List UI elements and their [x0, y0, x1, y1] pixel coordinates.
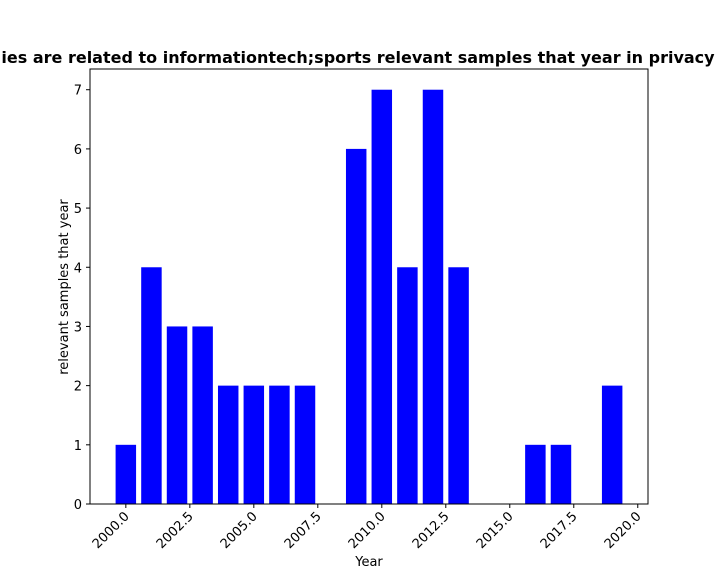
x-tick-label: 2000.0 — [90, 509, 133, 552]
x-tick-label: 2002.5 — [154, 509, 197, 552]
bar-2002 — [166, 326, 188, 504]
bar-2010 — [371, 89, 393, 504]
bars-group — [115, 89, 623, 505]
bar-2009 — [345, 148, 367, 505]
y-tick-label: 1 — [74, 439, 82, 454]
y-tick-label: 0 — [74, 498, 82, 513]
x-tick-label: 2005.0 — [218, 509, 261, 552]
y-axis-ticks: 0 1 2 3 4 5 6 7 — [74, 84, 90, 513]
bar-2001 — [141, 267, 162, 504]
x-tick-label: 2017.5 — [538, 509, 581, 552]
bar-2007 — [294, 385, 316, 504]
y-tick-label: 2 — [74, 380, 82, 395]
y-tick-label: 5 — [74, 202, 82, 217]
bar-2011 — [397, 267, 418, 504]
bar-2016 — [525, 444, 546, 504]
bar-2019 — [601, 385, 623, 504]
bar-2012 — [422, 89, 444, 504]
y-tick-label: 7 — [74, 84, 82, 99]
x-tick-label: 2007.5 — [282, 509, 325, 552]
x-tick-label: 2010.0 — [346, 509, 389, 552]
x-tick-label: 2012.5 — [410, 509, 453, 552]
x-axis-label: Year — [354, 555, 383, 570]
chart-title: ies are related to informationtech;sport… — [1, 48, 715, 67]
y-tick-label: 4 — [74, 261, 82, 276]
x-tick-label: 2020.0 — [602, 509, 645, 552]
y-tick-label: 3 — [74, 320, 82, 335]
bar-2006 — [269, 385, 290, 504]
x-axis-ticks: 2000.0 2002.5 2005.0 2007.5 2010.0 2012.5 2015… — [90, 504, 645, 552]
bar-2017 — [550, 444, 572, 504]
bar-2000 — [115, 444, 137, 504]
y-tick-label: 6 — [74, 143, 82, 158]
y-axis-label: relevant samples that year — [57, 199, 72, 375]
bar-2003 — [192, 326, 213, 504]
bar-2005 — [243, 385, 265, 504]
plot-frame — [89, 68, 649, 505]
x-tick-label: 2015.0 — [474, 509, 517, 552]
bar-2004 — [217, 385, 239, 504]
bar-2013 — [448, 267, 469, 504]
